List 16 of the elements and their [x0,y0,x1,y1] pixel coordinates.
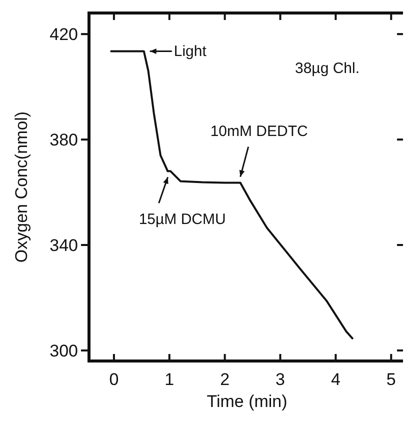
x-tick-label: 3 [276,370,285,389]
x-tick-label: 4 [330,370,340,389]
y-axis-title: Oxygen Conc(nmol) [12,111,31,263]
x-axis-title: Time (min) [206,392,288,411]
x-tick-label: 5 [386,370,396,389]
y-tick-label: 340 [50,236,78,255]
y-tick-label: 300 [50,341,78,360]
annotation: 10mM DEDTC [210,122,308,140]
annotation: 15µM DCMU [138,211,226,228]
y-tick-label: 420 [50,25,78,44]
x-tick-label: 0 [109,370,119,389]
annotation: Light [174,43,208,60]
annotation: 38µg Chl. [295,60,360,77]
x-tick-label: 2 [220,370,230,389]
x-tick-label: 1 [164,370,174,389]
y-tick-label: 380 [50,130,78,150]
